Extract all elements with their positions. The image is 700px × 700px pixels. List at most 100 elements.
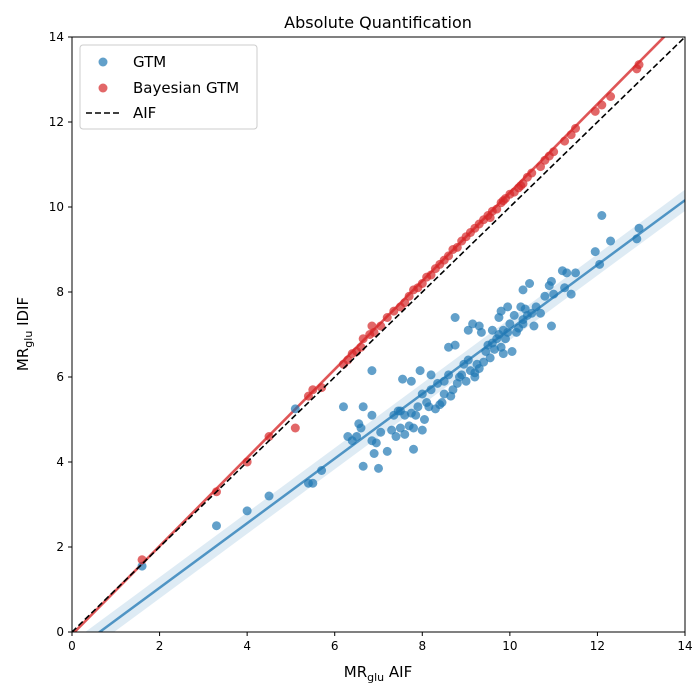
data-point-bayesian-gtm bbox=[485, 213, 495, 223]
legend-marker-bayesian-gtm bbox=[98, 83, 108, 93]
data-point-bayesian-gtm bbox=[264, 432, 274, 441]
data-point-bayesian-gtm bbox=[444, 251, 454, 261]
data-point-gtm bbox=[406, 376, 416, 386]
data-point-gtm bbox=[450, 340, 460, 350]
data-point-gtm bbox=[503, 302, 513, 312]
y-axis: 0 2 4 6 8 10 12 14 bbox=[49, 30, 72, 639]
data-point-gtm bbox=[374, 463, 383, 473]
data-point-gtm bbox=[391, 432, 401, 441]
data-point-gtm bbox=[485, 353, 495, 363]
data-point-gtm bbox=[566, 289, 576, 299]
data-point-gtm bbox=[463, 325, 473, 335]
data-point-gtm bbox=[509, 310, 519, 320]
y-tick-label: 10 bbox=[49, 200, 64, 214]
data-point-gtm bbox=[546, 276, 556, 286]
data-point-gtm bbox=[358, 402, 368, 412]
data-point-gtm bbox=[317, 466, 327, 475]
data-point-bayesian-gtm bbox=[400, 298, 410, 308]
data-point-bayesian-gtm bbox=[549, 147, 559, 157]
x-tick-label: 12 bbox=[590, 639, 605, 653]
y-axis-label-suffix: IDIF bbox=[14, 297, 32, 331]
data-point-gtm bbox=[358, 461, 368, 471]
data-point-gtm bbox=[503, 327, 513, 337]
data-point-gtm bbox=[437, 398, 447, 407]
reference-line-layer bbox=[72, 37, 685, 632]
data-point-gtm bbox=[398, 374, 408, 384]
y-tick-label: 8 bbox=[56, 285, 64, 299]
data-point-gtm bbox=[409, 423, 419, 433]
data-point-gtm bbox=[417, 425, 427, 435]
x-tick-label: 8 bbox=[418, 639, 426, 653]
point-layer bbox=[137, 60, 644, 571]
data-point-gtm bbox=[505, 319, 515, 329]
data-point-gtm bbox=[632, 234, 642, 244]
data-point-bayesian-gtm bbox=[590, 106, 600, 116]
confidence-band-gtm bbox=[85, 189, 685, 632]
y-axis-label-base: MR bbox=[14, 348, 32, 371]
data-point-bayesian-gtm bbox=[606, 92, 616, 101]
data-point-gtm bbox=[409, 444, 419, 454]
data-point-gtm bbox=[338, 402, 348, 412]
x-tick-label: 4 bbox=[243, 639, 251, 653]
data-point-gtm bbox=[571, 268, 581, 278]
data-point-bayesian-gtm bbox=[369, 327, 379, 337]
data-point-gtm bbox=[290, 404, 300, 414]
data-point-gtm bbox=[367, 410, 377, 420]
data-point-gtm bbox=[531, 302, 541, 312]
x-tick-label: 6 bbox=[331, 639, 339, 653]
data-point-gtm bbox=[457, 370, 467, 380]
data-point-gtm bbox=[507, 347, 517, 356]
data-point-gtm bbox=[439, 376, 449, 386]
data-point-gtm bbox=[448, 385, 458, 395]
plot-frame bbox=[71, 36, 686, 633]
x-axis-label: MRglu AIF bbox=[344, 663, 412, 684]
data-point-gtm bbox=[382, 446, 392, 456]
data-point-gtm bbox=[264, 491, 274, 501]
data-point-gtm bbox=[529, 321, 539, 331]
data-point-gtm bbox=[308, 478, 318, 488]
data-point-gtm bbox=[211, 521, 221, 531]
data-point-bayesian-gtm bbox=[516, 181, 526, 191]
data-point-bayesian-gtm bbox=[404, 291, 414, 301]
x-axis-label-sub: glu bbox=[367, 671, 384, 684]
data-point-bayesian-gtm bbox=[308, 385, 318, 395]
data-point-bayesian-gtm bbox=[571, 123, 581, 133]
data-point-bayesian-gtm bbox=[536, 162, 546, 172]
data-point-bayesian-gtm bbox=[382, 313, 392, 322]
data-point-gtm bbox=[474, 364, 484, 373]
plot-area bbox=[71, 36, 686, 633]
regression-line-gtm bbox=[97, 199, 685, 632]
data-point-bayesian-gtm bbox=[452, 242, 462, 252]
data-point-bayesian-gtm bbox=[527, 168, 537, 178]
data-point-gtm bbox=[476, 327, 486, 337]
data-point-gtm bbox=[463, 355, 473, 365]
data-point-bayesian-gtm bbox=[356, 342, 366, 352]
data-point-bayesian-gtm bbox=[389, 306, 399, 316]
data-point-gtm bbox=[417, 389, 427, 399]
data-point-gtm bbox=[461, 376, 471, 386]
x-tick-label: 2 bbox=[156, 639, 164, 653]
data-point-bayesian-gtm bbox=[417, 279, 427, 288]
data-point-gtm bbox=[540, 291, 550, 301]
y-tick-label: 14 bbox=[49, 30, 64, 44]
data-point-gtm bbox=[487, 325, 497, 335]
data-point-bayesian-gtm bbox=[358, 334, 368, 344]
data-point-bayesian-gtm bbox=[290, 423, 300, 433]
x-axis: 0 2 4 6 8 10 12 14 bbox=[68, 632, 693, 653]
data-point-gtm bbox=[376, 427, 386, 437]
data-point-gtm bbox=[426, 385, 436, 395]
data-point-bayesian-gtm bbox=[566, 130, 576, 140]
data-point-gtm bbox=[549, 289, 559, 299]
data-point-gtm bbox=[371, 438, 381, 448]
y-tick-label: 4 bbox=[56, 455, 64, 469]
chart-title: Absolute Quantification bbox=[284, 13, 472, 32]
y-tick-label: 6 bbox=[56, 370, 64, 384]
y-axis-label: MRglu IDIF bbox=[14, 297, 35, 371]
data-point-gtm bbox=[595, 259, 605, 269]
data-point-gtm bbox=[242, 506, 252, 516]
data-point-gtm bbox=[367, 366, 377, 376]
data-point-bayesian-gtm bbox=[137, 555, 147, 565]
data-point-gtm bbox=[411, 410, 421, 420]
x-tick-label: 0 bbox=[68, 639, 76, 653]
y-tick-label: 2 bbox=[56, 540, 64, 554]
